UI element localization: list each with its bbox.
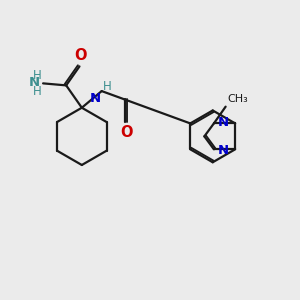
Text: N: N <box>218 116 229 128</box>
Text: H: H <box>33 85 42 98</box>
Text: N: N <box>90 92 101 105</box>
Text: O: O <box>120 125 132 140</box>
Text: N: N <box>29 76 40 89</box>
Text: N: N <box>218 144 229 157</box>
Text: CH₃: CH₃ <box>228 94 249 104</box>
Text: H: H <box>103 80 112 93</box>
Text: O: O <box>75 48 87 63</box>
Text: H: H <box>33 69 42 82</box>
